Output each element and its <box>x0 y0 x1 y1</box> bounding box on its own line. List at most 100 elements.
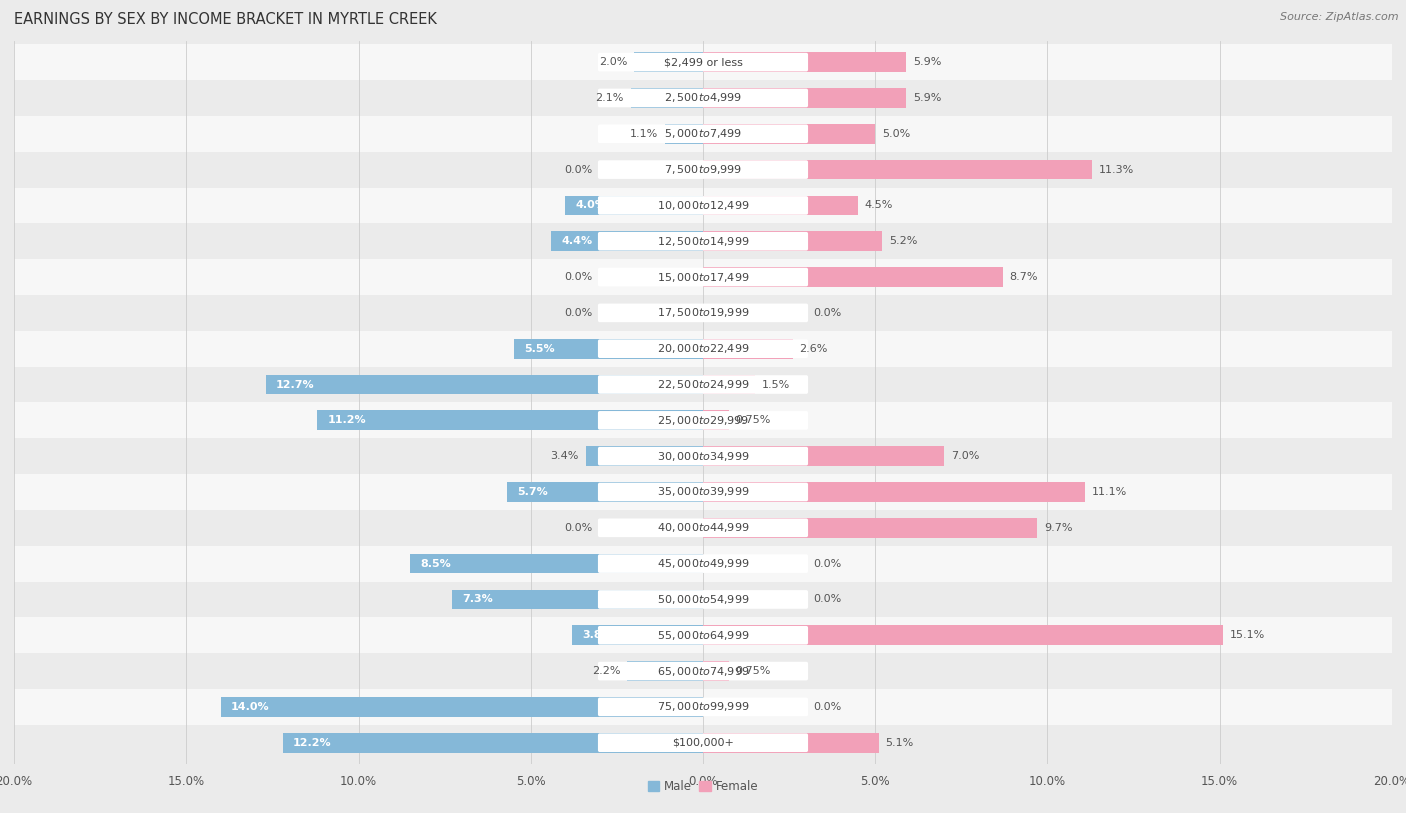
Bar <box>703 124 875 144</box>
Bar <box>703 661 728 681</box>
Text: 7.0%: 7.0% <box>950 451 980 461</box>
Bar <box>665 124 703 144</box>
FancyBboxPatch shape <box>598 124 808 143</box>
Bar <box>703 733 879 753</box>
Text: $5,000 to $7,499: $5,000 to $7,499 <box>664 128 742 141</box>
Bar <box>14 438 1392 474</box>
Text: 5.5%: 5.5% <box>524 344 554 354</box>
Bar <box>14 295 1392 331</box>
FancyBboxPatch shape <box>598 662 808 680</box>
Text: 0.75%: 0.75% <box>735 415 770 425</box>
Text: $22,500 to $24,999: $22,500 to $24,999 <box>657 378 749 391</box>
Bar <box>14 510 1392 546</box>
Bar <box>14 653 1392 689</box>
Text: $25,000 to $29,999: $25,000 to $29,999 <box>657 414 749 427</box>
Bar <box>551 232 703 251</box>
Bar <box>506 482 703 502</box>
Bar <box>703 518 1038 537</box>
Text: 0.0%: 0.0% <box>813 702 841 712</box>
Text: 11.1%: 11.1% <box>1092 487 1128 497</box>
FancyBboxPatch shape <box>598 53 808 72</box>
Text: 1.1%: 1.1% <box>630 128 658 139</box>
Bar <box>703 159 1092 180</box>
Text: 5.0%: 5.0% <box>882 128 910 139</box>
Bar <box>586 446 703 466</box>
Bar <box>14 367 1392 402</box>
Text: 5.2%: 5.2% <box>889 237 917 246</box>
Text: 4.4%: 4.4% <box>562 237 593 246</box>
Text: $30,000 to $34,999: $30,000 to $34,999 <box>657 450 749 463</box>
Bar <box>14 80 1392 116</box>
Text: 12.7%: 12.7% <box>276 380 315 389</box>
Bar <box>703 411 728 430</box>
Text: $35,000 to $39,999: $35,000 to $39,999 <box>657 485 749 498</box>
Bar <box>451 589 703 609</box>
Text: $50,000 to $54,999: $50,000 to $54,999 <box>657 593 749 606</box>
Text: 11.2%: 11.2% <box>328 415 366 425</box>
Text: 5.7%: 5.7% <box>517 487 548 497</box>
Bar <box>14 725 1392 761</box>
Text: $2,500 to $4,999: $2,500 to $4,999 <box>664 91 742 104</box>
Bar <box>703 339 793 359</box>
Text: 2.2%: 2.2% <box>592 666 620 676</box>
Bar <box>627 661 703 681</box>
Bar <box>14 581 1392 617</box>
Text: 3.8%: 3.8% <box>582 630 613 641</box>
Bar <box>14 689 1392 725</box>
Text: $45,000 to $49,999: $45,000 to $49,999 <box>657 557 749 570</box>
Bar <box>703 52 907 72</box>
Text: 5.1%: 5.1% <box>886 737 914 748</box>
Text: 8.7%: 8.7% <box>1010 272 1038 282</box>
Text: 14.0%: 14.0% <box>231 702 270 712</box>
Text: EARNINGS BY SEX BY INCOME BRACKET IN MYRTLE CREEK: EARNINGS BY SEX BY INCOME BRACKET IN MYR… <box>14 12 437 27</box>
Bar <box>634 52 703 72</box>
Bar <box>14 402 1392 438</box>
Text: 15.1%: 15.1% <box>1230 630 1265 641</box>
Bar <box>565 196 703 215</box>
Text: $12,500 to $14,999: $12,500 to $14,999 <box>657 235 749 248</box>
FancyBboxPatch shape <box>598 590 808 609</box>
FancyBboxPatch shape <box>598 303 808 322</box>
Bar <box>703 625 1223 646</box>
Text: 2.0%: 2.0% <box>599 57 627 67</box>
FancyBboxPatch shape <box>598 160 808 179</box>
Text: 12.2%: 12.2% <box>292 737 332 748</box>
Bar <box>703 482 1085 502</box>
Text: $20,000 to $22,499: $20,000 to $22,499 <box>657 342 749 355</box>
Text: 11.3%: 11.3% <box>1099 164 1135 175</box>
Text: $55,000 to $64,999: $55,000 to $64,999 <box>657 628 749 641</box>
Bar <box>703 88 907 108</box>
Text: 0.75%: 0.75% <box>735 666 770 676</box>
Text: $40,000 to $44,999: $40,000 to $44,999 <box>657 521 749 534</box>
Text: $15,000 to $17,499: $15,000 to $17,499 <box>657 271 749 284</box>
Bar <box>14 188 1392 224</box>
FancyBboxPatch shape <box>598 339 808 358</box>
Text: 5.9%: 5.9% <box>912 93 942 103</box>
FancyBboxPatch shape <box>598 196 808 215</box>
FancyBboxPatch shape <box>598 519 808 537</box>
FancyBboxPatch shape <box>598 554 808 573</box>
Bar <box>513 339 703 359</box>
Bar <box>14 224 1392 259</box>
Bar <box>631 88 703 108</box>
Text: 2.1%: 2.1% <box>595 93 624 103</box>
FancyBboxPatch shape <box>598 89 808 107</box>
FancyBboxPatch shape <box>598 626 808 645</box>
Bar <box>14 116 1392 152</box>
Bar <box>14 152 1392 188</box>
Text: $75,000 to $99,999: $75,000 to $99,999 <box>657 701 749 714</box>
Text: 4.0%: 4.0% <box>575 201 606 211</box>
Text: 0.0%: 0.0% <box>565 164 593 175</box>
FancyBboxPatch shape <box>598 483 808 502</box>
Text: $65,000 to $74,999: $65,000 to $74,999 <box>657 664 749 677</box>
Text: $100,000+: $100,000+ <box>672 737 734 748</box>
Bar <box>14 259 1392 295</box>
Text: $7,500 to $9,999: $7,500 to $9,999 <box>664 163 742 176</box>
Bar <box>703 232 882 251</box>
Bar <box>703 267 1002 287</box>
Text: 7.3%: 7.3% <box>461 594 492 604</box>
Bar <box>283 733 703 753</box>
Bar <box>221 697 703 717</box>
Bar <box>14 474 1392 510</box>
Bar <box>572 625 703 646</box>
